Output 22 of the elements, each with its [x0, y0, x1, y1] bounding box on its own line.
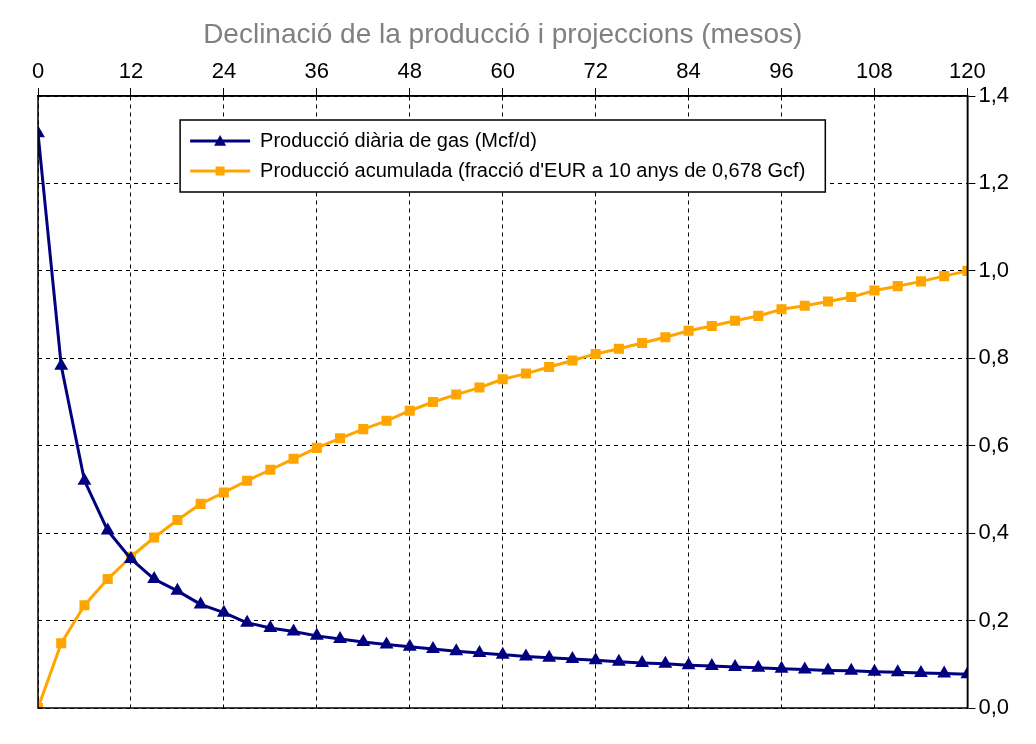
- x-tick-label: 72: [583, 57, 608, 83]
- y-tick-label: 0,2: [978, 606, 1010, 632]
- x-tick-label: 0: [31, 57, 45, 83]
- y-tick-label: 0,8: [978, 344, 1010, 370]
- y-tick-label: 0,4: [978, 519, 1010, 545]
- x-tick-label: 120: [949, 57, 986, 83]
- x-tick-label: 36: [304, 57, 330, 83]
- x-tick-label: 84: [676, 57, 701, 83]
- y-tick-label: 1,0: [978, 256, 1010, 282]
- y-tick-label: 0,6: [978, 431, 1010, 457]
- x-tick-label: 96: [769, 57, 794, 83]
- x-tick-label: 60: [490, 57, 515, 83]
- x-axis-title: Declinació de la producció i projeccions (mesos): [203, 17, 803, 49]
- legend-label: Producció diària de gas (Mcf/d): [260, 128, 537, 151]
- x-tick-label: 108: [856, 57, 893, 83]
- y-tick-label: 1,2: [978, 169, 1010, 195]
- x-tick-label: 12: [118, 57, 144, 83]
- y-tick-label: 0,0: [978, 694, 1010, 720]
- y-tick-label: 1,4: [978, 82, 1010, 108]
- x-tick-label: 24: [211, 57, 237, 83]
- legend-label: Producció acumulada (fracció d'EUR a 10 anys de 0,678 Gcf): [260, 158, 806, 181]
- x-tick-label: 48: [397, 57, 423, 83]
